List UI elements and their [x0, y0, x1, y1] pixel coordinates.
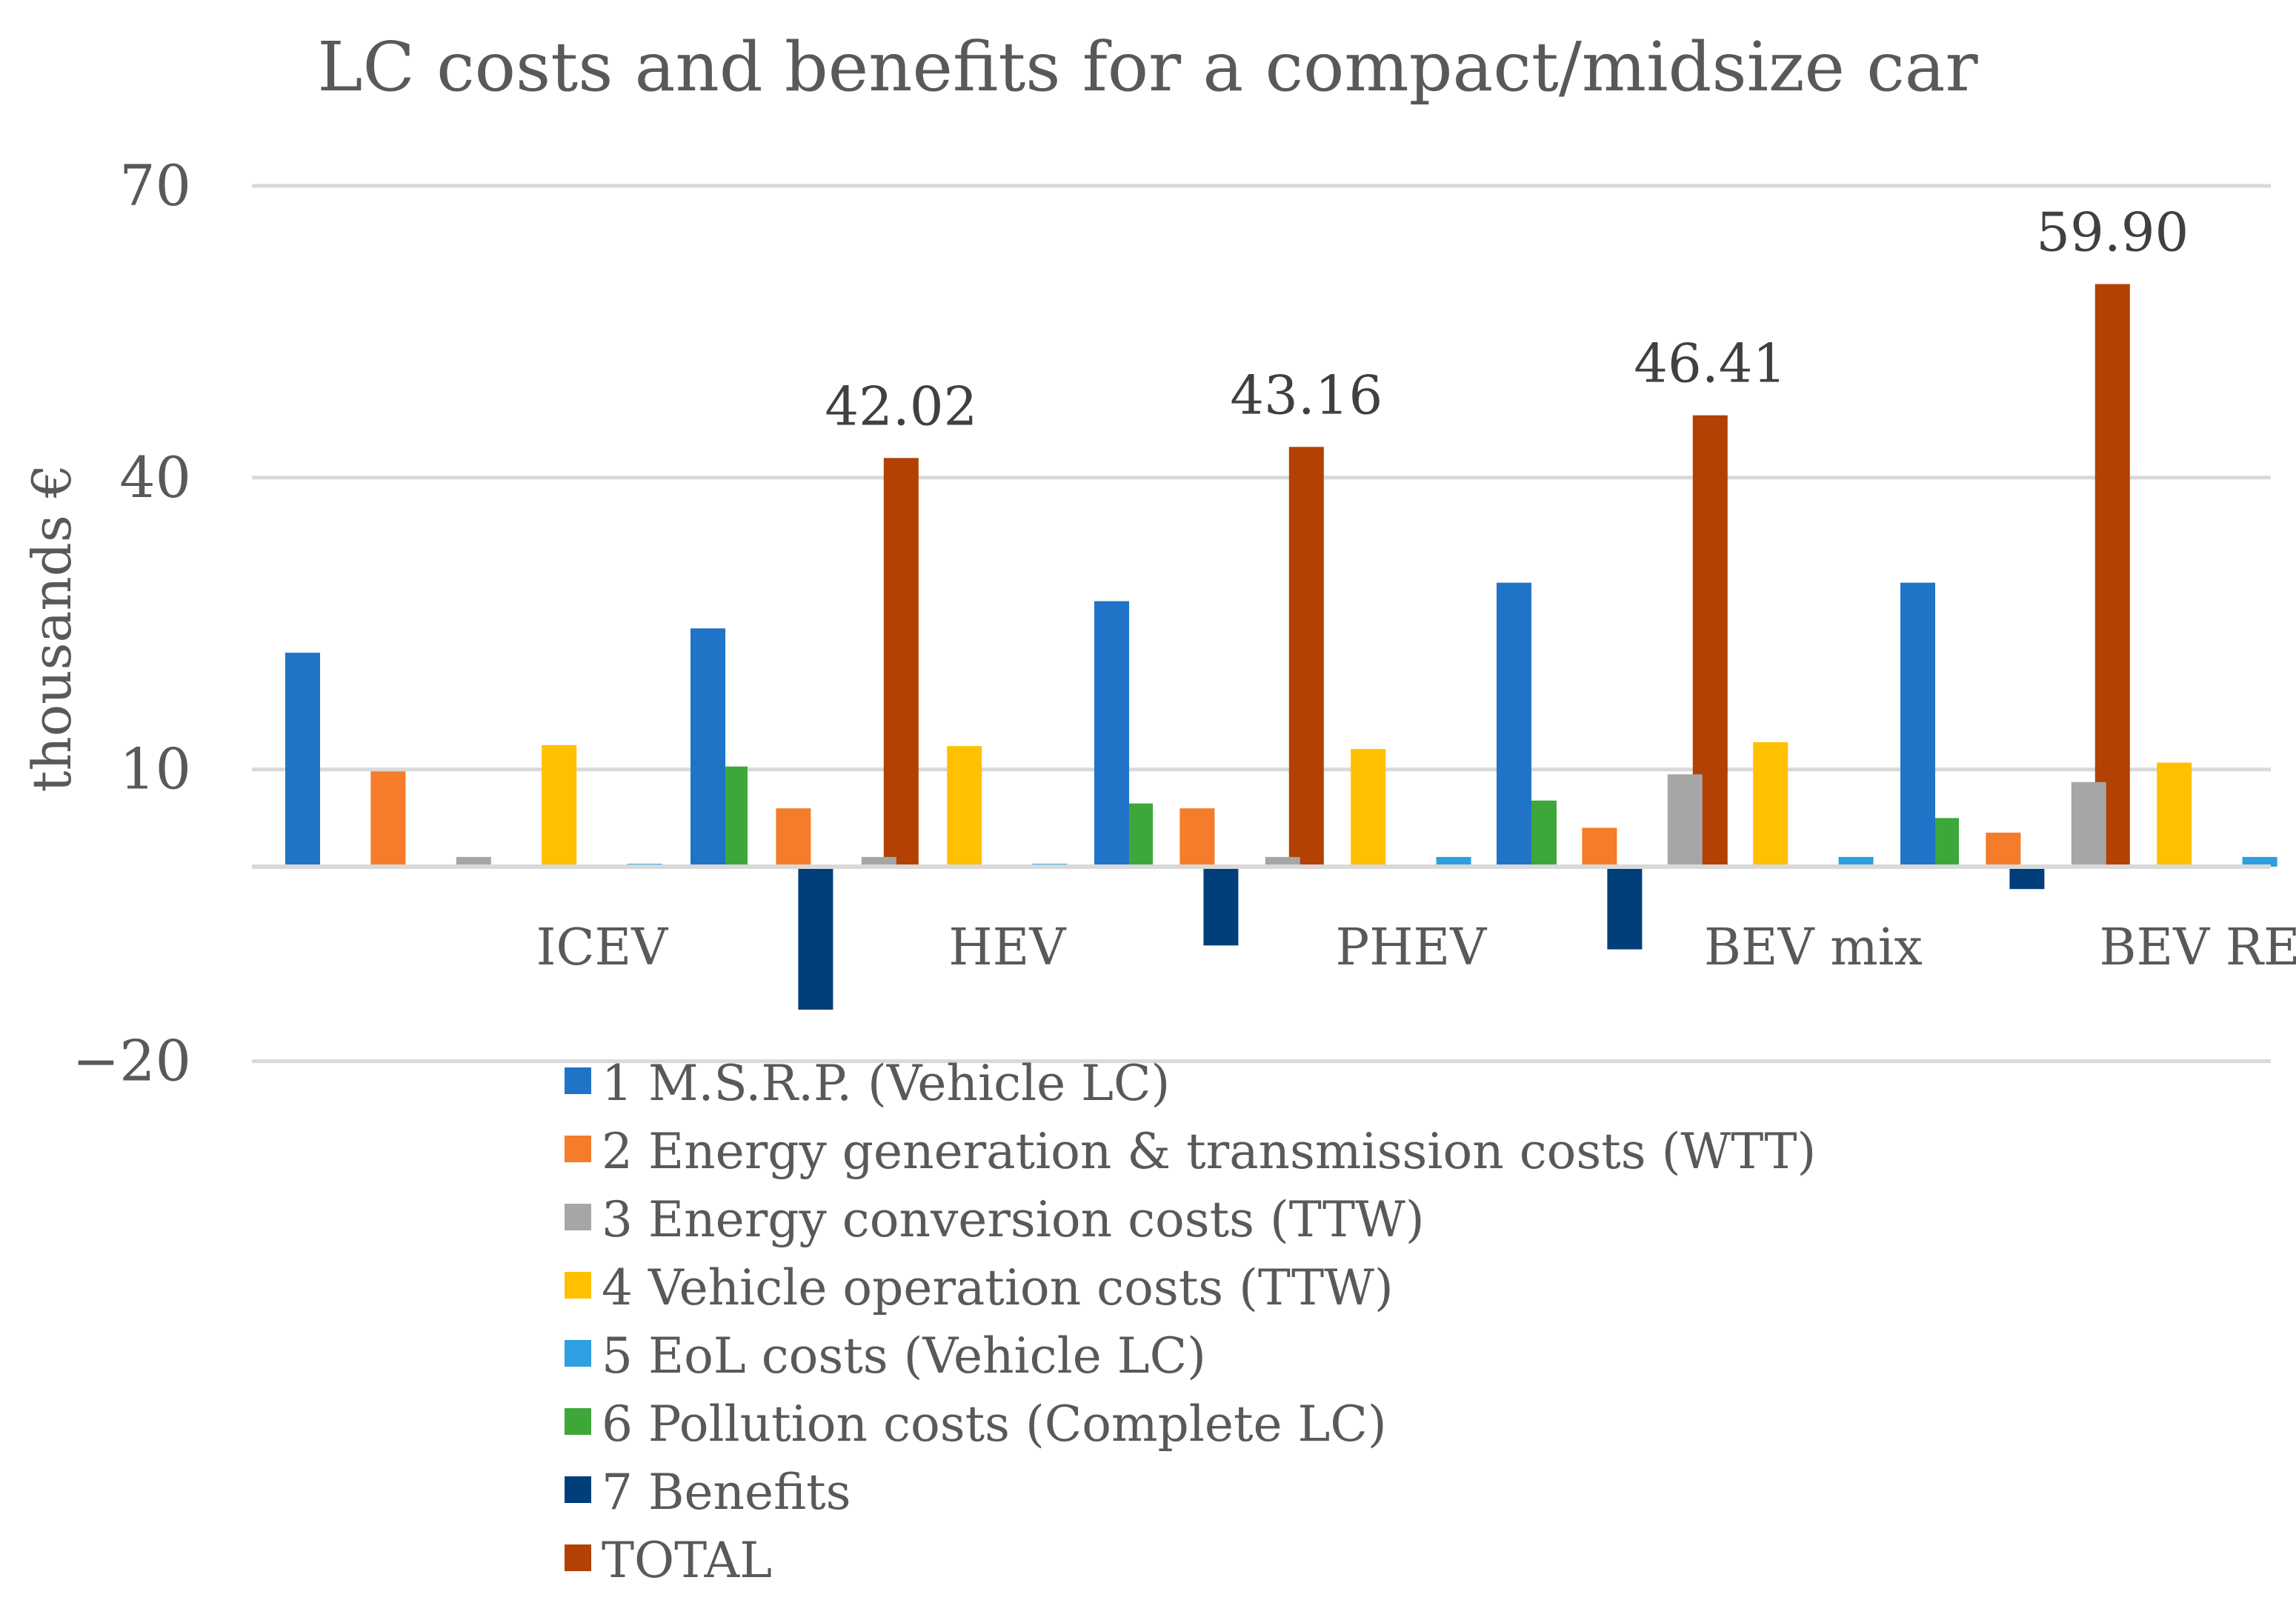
bar	[1351, 749, 1386, 867]
legend-item: 2 Energy generation & transmission costs…	[565, 1123, 1816, 1180]
bar	[1288, 447, 1324, 867]
legend-swatch	[565, 1136, 591, 1162]
bar	[285, 653, 320, 867]
y-axis-title: thousands €	[21, 464, 83, 792]
category-label: PHEV	[1335, 919, 1488, 977]
bar	[2242, 856, 2277, 867]
bar	[1838, 856, 1874, 867]
category-label: BEV RES	[2100, 919, 2296, 977]
legend-swatch	[565, 1067, 591, 1094]
y-axis-ticks: 70 40 10 −20	[73, 153, 191, 1094]
data-label: 46.41	[1634, 333, 1786, 395]
bar	[1436, 856, 1471, 867]
legend-label: 7 Benefits	[602, 1464, 851, 1521]
legend-swatch	[565, 1476, 591, 1503]
legend-item: 1 M.S.R.P. (Vehicle LC)	[565, 1055, 1170, 1112]
data-label: 42.02	[825, 375, 977, 437]
bars	[285, 284, 2277, 1010]
bar	[1094, 601, 1129, 867]
legend-label: 2 Energy generation & transmission costs…	[602, 1123, 1816, 1180]
bar	[1497, 582, 1531, 867]
legend-swatch	[565, 1204, 591, 1230]
bar	[2157, 762, 2192, 867]
legend-label: 5 EoL costs (Vehicle LC)	[602, 1327, 1206, 1384]
bar	[798, 867, 833, 1010]
legend: 1 M.S.R.P. (Vehicle LC) 2 Energy generati…	[565, 1055, 1816, 1589]
bar	[2094, 284, 2130, 867]
bar	[1753, 741, 1788, 867]
bar	[370, 771, 406, 867]
legend-swatch	[565, 1544, 591, 1571]
y-tick-label: 70	[119, 153, 191, 219]
legend-item: 5 EoL costs (Vehicle LC)	[565, 1327, 1206, 1384]
gridlines	[252, 184, 2271, 1064]
data-label: 43.16	[1230, 364, 1382, 426]
legend-label: 3 Energy conversion costs (TTW)	[602, 1191, 1425, 1248]
category-label: ICEV	[536, 919, 670, 977]
legend-swatch	[565, 1340, 591, 1367]
legend-label: 6 Pollution costs (Complete LC)	[602, 1396, 1387, 1453]
legend-item: 6 Pollution costs (Complete LC)	[565, 1396, 1387, 1453]
bar	[1203, 867, 1239, 946]
bar	[1986, 833, 2021, 867]
legend-item: TOTAL	[565, 1532, 772, 1589]
bar	[947, 746, 982, 867]
y-tick-label: 40	[119, 444, 191, 510]
bar	[1900, 582, 1935, 867]
bar	[1265, 856, 1300, 867]
bar	[861, 856, 896, 867]
y-tick-label: −20	[73, 1028, 191, 1094]
bar	[1607, 867, 1643, 950]
category-label: HEV	[948, 919, 1067, 977]
bar	[776, 808, 811, 867]
bar	[1667, 774, 1703, 867]
category-label: BEV mix	[1704, 919, 1923, 977]
bar	[2071, 781, 2106, 867]
legend-swatch	[565, 1272, 591, 1299]
bar	[883, 458, 919, 867]
legend-label: 4 Vehicle operation costs (TTW)	[602, 1259, 1394, 1316]
legend-label: TOTAL	[602, 1532, 772, 1589]
bar	[1179, 808, 1215, 867]
legend-item: 3 Energy conversion costs (TTW)	[565, 1191, 1425, 1248]
bar	[2009, 867, 2045, 890]
y-tick-label: 10	[119, 736, 191, 802]
legend-swatch	[565, 1408, 591, 1435]
bar	[456, 856, 491, 867]
category-labels: ICEV HEV PHEV BEV mix BEV RES	[536, 919, 2296, 977]
chart-title: LC costs and benefits for a compact/mids…	[317, 27, 1977, 107]
bar	[691, 628, 725, 867]
bar	[1582, 827, 1617, 867]
data-label: 59.90	[2036, 201, 2189, 264]
bar	[542, 744, 577, 867]
legend-label: 1 M.S.R.P. (Vehicle LC)	[602, 1055, 1170, 1112]
legend-item: 4 Vehicle operation costs (TTW)	[565, 1259, 1394, 1316]
legend-item: 7 Benefits	[565, 1464, 851, 1521]
